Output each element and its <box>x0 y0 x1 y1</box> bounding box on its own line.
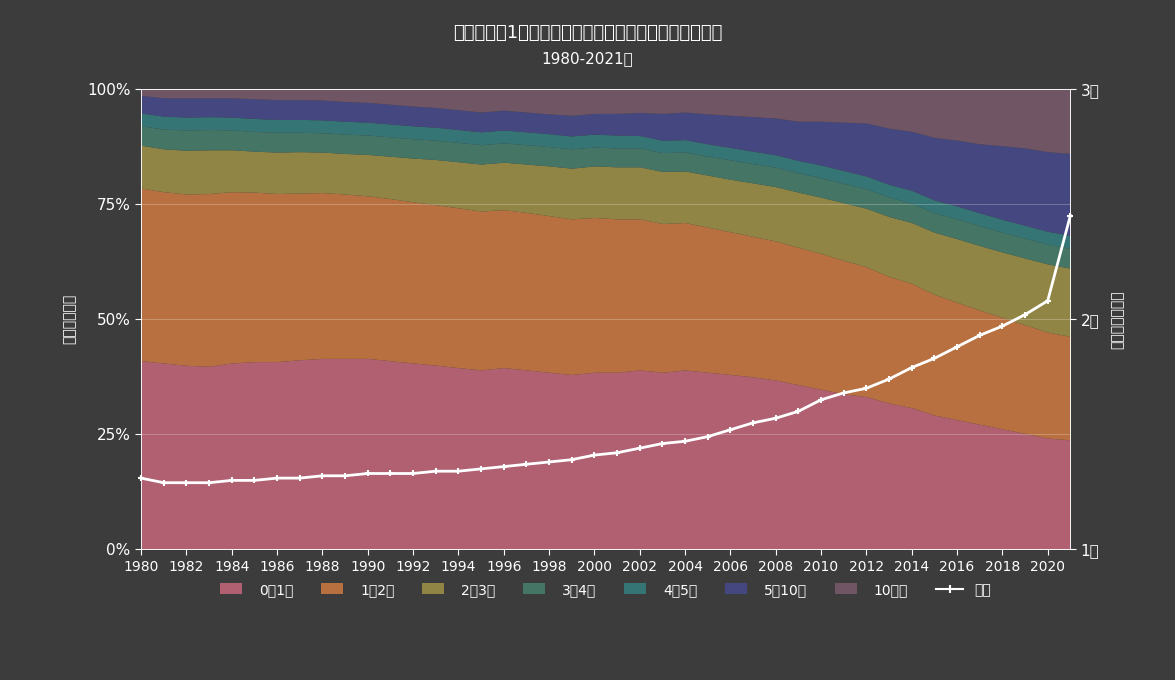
Text: 1980-2021年: 1980-2021年 <box>542 51 633 66</box>
Legend: 0〜1年, 1〜2年, 2〜3年, 3〜4年, 4〜5年, 5〜10年, 10年〜, 平均: 0〜1年, 1〜2年, 2〜3年, 3〜4年, 4〜5年, 5〜10年, 10年… <box>215 577 996 602</box>
Y-axis label: 同居前後別割合: 同居前後別割合 <box>1110 290 1124 349</box>
Text: 結婚して第1子出生までの期間の割合と平均の年次推移: 結婚して第1子出生までの期間の割合と平均の年次推移 <box>452 24 723 41</box>
Y-axis label: 同居期間割合: 同居期間割合 <box>62 294 76 344</box>
